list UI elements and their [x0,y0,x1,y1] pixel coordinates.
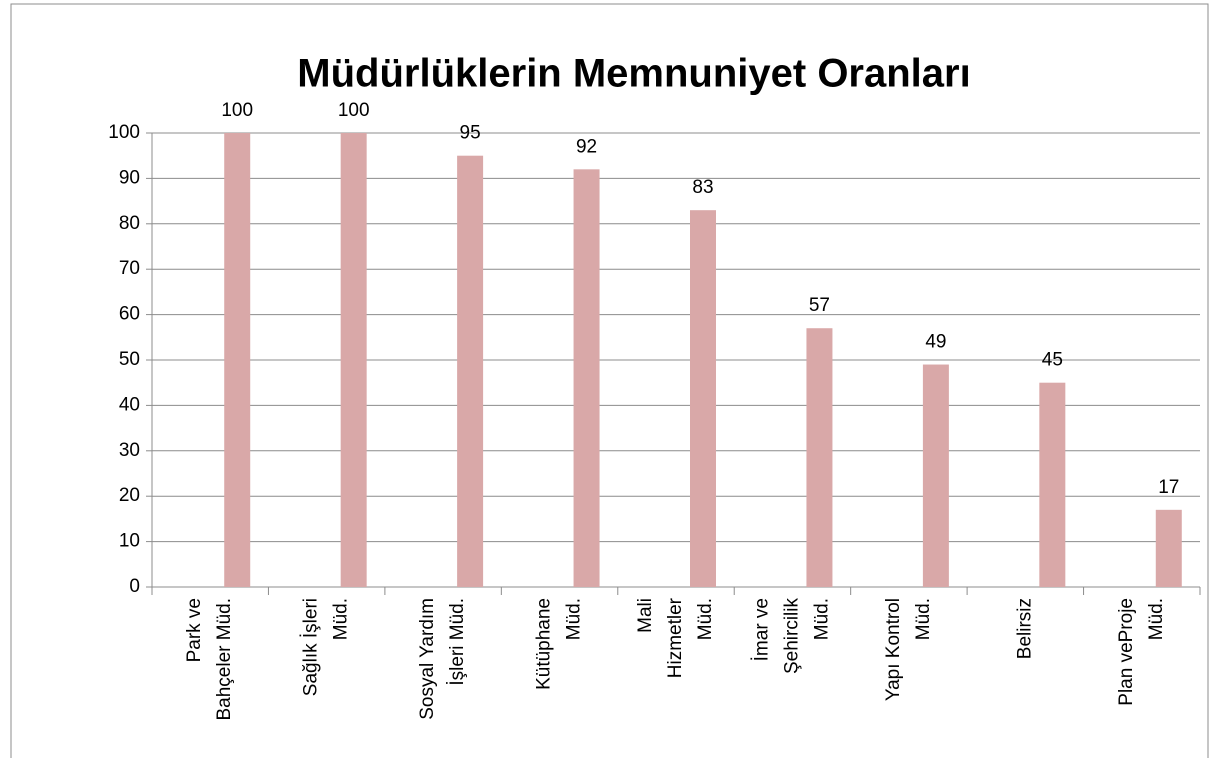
y-tick-label: 0 [129,576,140,597]
x-tick-label: Plan veProje Müd. [1116,598,1167,706]
x-tick-label-line: Plan veProje [1116,598,1137,706]
y-tick-label: 80 [119,213,140,234]
bar [806,328,833,587]
chart-title: Müdürlüklerin Memnuniyet Oranları [297,52,970,96]
x-tick-label-line: Kütüphane [534,598,555,690]
x-tick-label: Sağlık İşleri Müd. [301,598,352,696]
chart-frame [10,3,1209,758]
bar [1155,509,1182,587]
y-tick-label: 30 [119,440,140,461]
bar [922,364,949,587]
data-label: 100 [221,100,253,121]
x-tick-label-line: Bahçeler Müd. [214,598,235,721]
bar [573,169,600,587]
x-tick-label: İmar ve Şehircilik Müd. [751,598,832,675]
x-tick-label: Belirsiz [1014,598,1035,659]
x-tick-label-line: Müd. [811,598,832,640]
x-tick-label-line: Park ve [184,598,205,662]
x-tick-label-line: Müd. [1146,598,1167,640]
data-label: 83 [692,177,713,198]
x-tick-label-line: Müd. [564,598,585,640]
data-label: 49 [925,332,946,353]
bar [224,133,251,587]
x-tick-label-line: Sosyal Yardım [417,598,438,720]
x-tick-label-line: İşleri Müd. [447,598,468,686]
data-label: 45 [1042,350,1063,371]
data-label: 57 [809,295,830,316]
y-tick-label: 10 [119,531,140,552]
y-tick-label: 60 [119,304,140,325]
x-tick-label-line: Belirsiz [1014,598,1035,659]
data-label: 95 [460,123,481,144]
x-tick-label: Yapı Kontrol Müd. [883,598,934,701]
x-tick-label-line: Şehircilik [781,598,802,675]
bar [690,210,716,587]
x-tick-label-line: Müd. [695,598,716,640]
x-tick-label-line: Müd. [913,598,934,640]
x-tick-label: Sosyal Yardım İşleri Müd. [417,598,468,720]
x-tick-label-line: Yapı Kontrol [883,598,904,701]
y-tick-label: 70 [119,258,140,279]
x-tick-label-line: Mali [635,598,656,633]
y-tick-label: 90 [119,167,140,188]
data-label: 92 [576,136,597,157]
bar [457,155,484,587]
y-tick-label: 50 [119,349,140,370]
x-tick-label: Mali Hizmetler Müd. [635,597,716,678]
x-tick-label-line: Hizmetler [665,597,686,678]
x-tick-label: Kütüphane Müd. [534,598,585,690]
data-label: 17 [1158,477,1179,498]
bar [1039,382,1066,587]
y-tick-label: 20 [119,485,140,506]
x-tick-label-line: Müd. [331,598,352,640]
x-tick-label: Park ve Bahçeler Müd. [184,598,235,721]
x-tick-label-line: Sağlık İşleri [301,598,322,696]
data-label: 100 [338,100,370,121]
bar [340,133,367,587]
y-tick-label: 100 [108,122,140,143]
y-tick-label: 40 [119,394,140,415]
x-tick-label-line: İmar ve [751,598,772,661]
